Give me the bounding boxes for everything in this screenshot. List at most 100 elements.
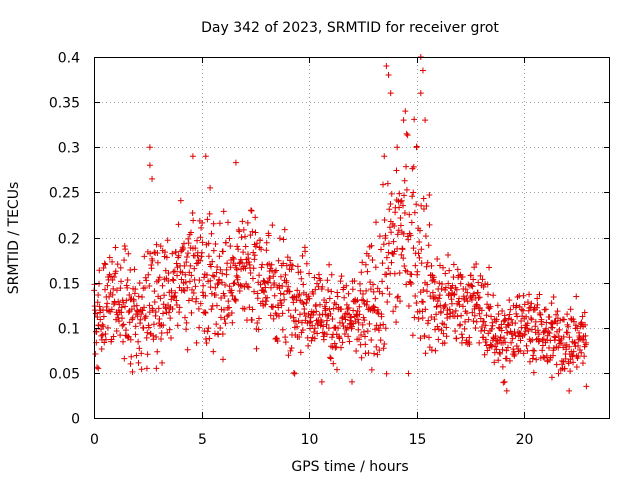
data-point: [385, 249, 392, 256]
data-point: [356, 303, 363, 310]
data-point: [210, 247, 217, 254]
data-point: [523, 313, 530, 320]
data-point: [430, 274, 437, 281]
data-point: [252, 229, 259, 236]
data-point: [368, 336, 375, 343]
data-point: [229, 319, 236, 326]
data-point: [316, 311, 323, 318]
data-point: [535, 331, 542, 338]
data-point: [310, 290, 317, 297]
data-point: [95, 365, 102, 372]
data-point: [176, 309, 183, 316]
data-point: [209, 272, 216, 279]
data-point: [146, 144, 153, 151]
data-point: [396, 190, 403, 197]
data-point: [154, 249, 161, 256]
data-point: [333, 366, 340, 373]
data-point: [556, 340, 563, 347]
data-point: [141, 253, 148, 260]
data-point: [359, 321, 366, 328]
data-point: [433, 311, 440, 318]
data-point: [383, 254, 390, 261]
data-point: [437, 302, 444, 309]
data-point: [202, 153, 209, 160]
data-point: [298, 319, 305, 326]
data-point: [254, 240, 261, 247]
data-point: [341, 313, 348, 320]
data-point: [224, 313, 231, 320]
data-point: [296, 311, 303, 318]
data-point: [229, 292, 236, 299]
data-point: [198, 249, 205, 256]
data-point: [418, 246, 425, 253]
data-point: [210, 220, 217, 227]
y-tick-label: 0.2: [58, 232, 80, 248]
data-point: [349, 378, 355, 385]
data-point: [343, 282, 350, 289]
data-point: [102, 261, 109, 268]
data-point: [169, 306, 176, 313]
data-point: [557, 317, 564, 324]
data-point: [244, 283, 251, 290]
data-point: [384, 180, 391, 187]
data-point: [111, 299, 118, 306]
data-point: [253, 345, 260, 352]
data-point: [127, 336, 134, 343]
data-point: [400, 202, 407, 209]
data-point: [185, 240, 192, 247]
data-point: [129, 368, 136, 375]
data-point: [569, 352, 576, 359]
data-point: [122, 303, 129, 310]
data-point: [320, 336, 327, 343]
data-point: [422, 306, 429, 313]
data-point: [165, 309, 172, 316]
data-point: [263, 298, 270, 305]
data-point: [419, 67, 426, 74]
data-point: [132, 331, 139, 338]
data-point: [287, 347, 294, 354]
data-point: [338, 306, 345, 313]
data-point: [481, 327, 488, 334]
data-point: [387, 201, 394, 208]
data-point: [528, 326, 535, 333]
data-point: [365, 350, 372, 357]
data-point: [542, 306, 549, 313]
data-point: [179, 247, 186, 254]
data-point: [149, 175, 156, 182]
data-point: [427, 293, 434, 300]
data-point: [270, 273, 277, 280]
data-point: [149, 307, 156, 314]
data-point: [139, 294, 146, 301]
data-point: [476, 339, 483, 346]
data-point: [297, 349, 304, 356]
data-point: [391, 223, 398, 230]
data-point: [113, 287, 120, 294]
data-point: [225, 312, 232, 319]
data-point: [364, 328, 371, 335]
data-point: [420, 195, 427, 202]
data-point: [532, 318, 539, 325]
data-point: [230, 256, 237, 263]
data-point: [458, 312, 465, 319]
data-point: [354, 297, 361, 304]
data-point: [381, 341, 388, 348]
data-point: [206, 335, 213, 342]
data-point: [410, 163, 417, 170]
data-point: [183, 254, 190, 261]
data-point: [476, 310, 483, 317]
data-point: [302, 248, 309, 255]
data-point: [286, 288, 293, 295]
data-point: [372, 326, 379, 333]
x-tick-label: 0: [90, 432, 99, 448]
data-point: [404, 268, 411, 275]
data-point: [440, 264, 447, 271]
data-point: [521, 331, 528, 338]
data-point: [443, 333, 450, 340]
data-point: [236, 260, 243, 267]
data-point: [167, 315, 174, 322]
data-point: [326, 306, 333, 313]
data-point: [247, 207, 254, 214]
data-point: [438, 327, 445, 334]
data-point: [291, 370, 298, 377]
